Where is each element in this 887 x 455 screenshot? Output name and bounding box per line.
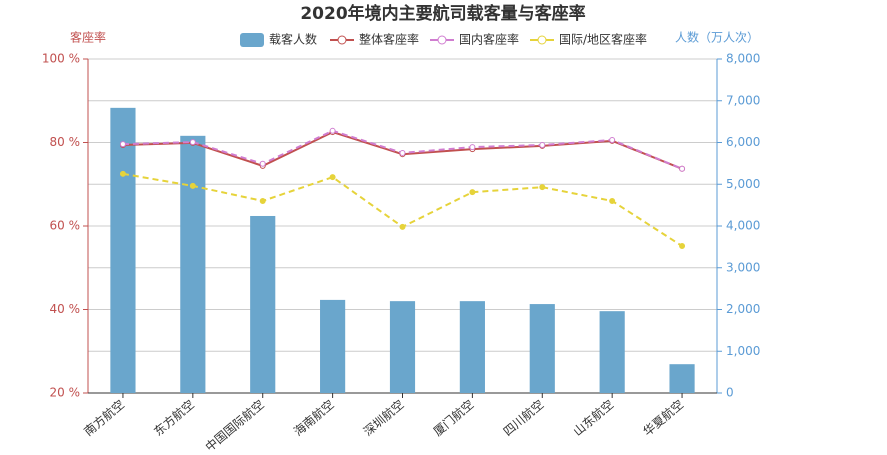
y2-axis-label: 人数（万人次） <box>675 30 759 45</box>
point <box>189 139 196 146</box>
point <box>259 197 266 204</box>
legend-label: 国际/地区客座率 <box>559 32 647 47</box>
point <box>119 170 126 177</box>
y2-tick-label: 4,000 <box>726 219 760 233</box>
point <box>259 160 266 167</box>
y2-tick-label: 8,000 <box>726 52 760 66</box>
y2-tick-label: 5,000 <box>726 177 760 191</box>
y2-tick-label: 1,000 <box>726 344 760 358</box>
bar <box>529 304 555 393</box>
point <box>399 223 406 230</box>
chart-title: 2020年境内主要航司载客量与客座率 <box>300 3 585 24</box>
x-tick-label: 四川航空 <box>500 396 546 438</box>
y-tick-label: 100 % <box>42 52 80 66</box>
x-tick-label: 厦门航空 <box>430 396 476 438</box>
legend-swatch <box>537 35 547 45</box>
legend-swatch <box>437 35 447 45</box>
x-tick-label: 华夏航空 <box>640 396 686 438</box>
bar <box>459 301 485 393</box>
bar <box>250 215 276 393</box>
point <box>679 165 686 172</box>
point <box>119 141 126 148</box>
bar <box>180 135 206 393</box>
bar <box>669 364 695 393</box>
legend-swatch <box>240 33 264 47</box>
x-tick-label: 海南航空 <box>290 396 336 438</box>
y2-tick-label: 0 <box>726 386 734 400</box>
bar <box>599 311 625 393</box>
point <box>469 189 476 196</box>
x-tick-label: 南方航空 <box>81 396 127 438</box>
y-tick-label: 20 % <box>50 386 81 400</box>
y2-tick-label: 7,000 <box>726 93 760 107</box>
bar <box>110 107 136 393</box>
y2-tick-label: 3,000 <box>726 260 760 274</box>
point <box>189 182 196 189</box>
line <box>122 129 683 170</box>
y-tick-label: 60 % <box>50 219 81 233</box>
legend-label: 整体客座率 <box>359 32 419 47</box>
legend-label: 国内客座率 <box>459 32 519 47</box>
point <box>539 142 546 149</box>
x-tick-label: 深圳航空 <box>360 396 406 438</box>
y2-tick-label: 2,000 <box>726 302 760 316</box>
point <box>539 184 546 191</box>
x-tick-label: 山东航空 <box>570 396 616 438</box>
y-tick-label: 40 % <box>50 302 81 316</box>
bar <box>389 301 416 393</box>
y-axis-label: 客座率 <box>70 30 106 45</box>
x-tick-label: 东方航空 <box>151 396 197 438</box>
legend-swatch <box>337 35 347 45</box>
point <box>329 174 336 181</box>
point <box>329 127 336 134</box>
legend-label: 载客人数 <box>269 32 317 47</box>
y-tick-label: 80 % <box>50 135 81 149</box>
y2-tick-label: 6,000 <box>726 135 760 149</box>
point <box>679 243 686 250</box>
point <box>609 136 616 143</box>
point <box>399 149 406 156</box>
bar <box>320 299 346 393</box>
point <box>609 197 616 204</box>
x-tick-label: 中国国际航空 <box>202 396 267 454</box>
point <box>469 144 476 151</box>
